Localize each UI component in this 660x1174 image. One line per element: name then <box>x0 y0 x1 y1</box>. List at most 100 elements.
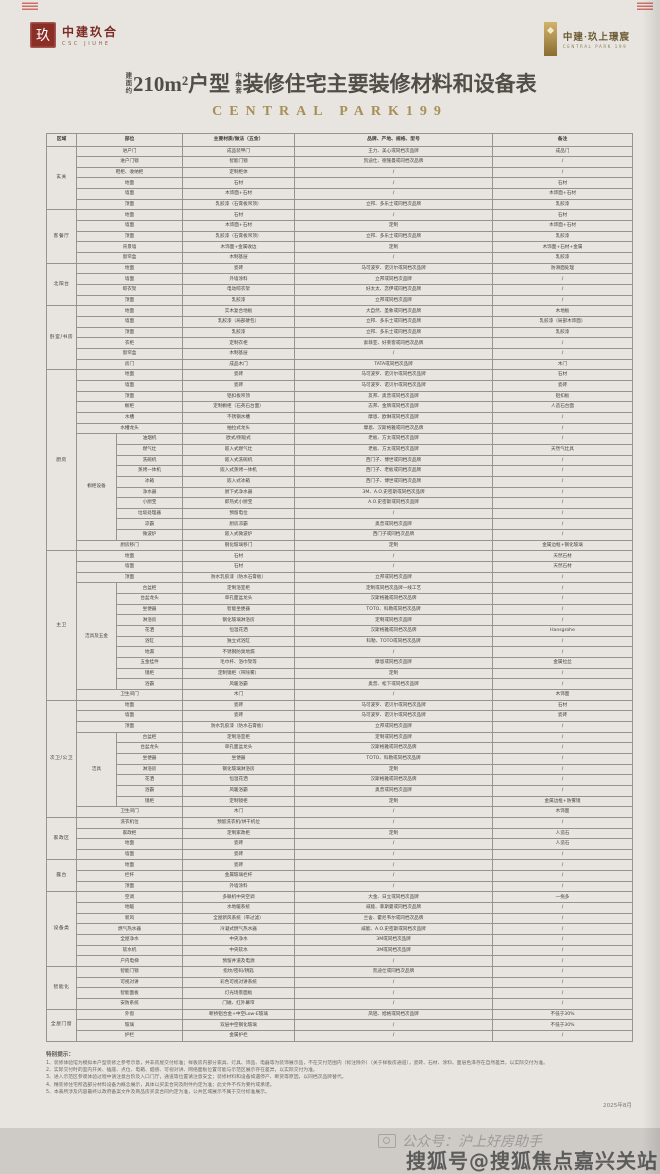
brand-cell: 立邦或同档次品牌 <box>294 294 494 307</box>
part-cell: 蒸烤一体机 <box>115 465 184 477</box>
note-cell: 木地板 <box>492 305 634 317</box>
spec-cell: 外墙涂料 <box>182 273 296 286</box>
note-cell: / <box>492 731 634 744</box>
note-cell: / <box>492 955 634 968</box>
table-row: 新风 全屋新风系统（带过滤） 兰舍、霍尼韦尔或同档次品牌 / <box>47 912 634 925</box>
header-logos: 玖 中建玖合 CSC JIUHE 中建·玖上璟宸 CENTRAL PARK 19… <box>0 0 660 56</box>
spec-cell: 定制镜柜 <box>182 795 296 808</box>
csc-jiuhe-seal-icon: 玖 <box>30 22 56 48</box>
part-cell: 顶面 <box>75 880 184 893</box>
spec-cell: 抽拉式龙头 <box>182 422 296 435</box>
spec-cell: 嵌入式冰箱 <box>182 475 296 488</box>
spec-cell: 乳胶漆（石膏板吊顶） <box>182 198 296 211</box>
brand-cell: 3M或同档次品牌 <box>294 944 494 957</box>
table-row: 智能面板 灯光场景面板 / / <box>47 987 634 999</box>
part-cell: 智能门锁 <box>75 966 184 978</box>
note-cell: / <box>492 603 634 616</box>
table-row: 地面 石材 / 石材 <box>47 177 634 190</box>
spec-cell: 毛巾杆、浴巾架等 <box>182 657 296 669</box>
note-cell: / <box>492 1030 634 1042</box>
column-header: 主要材质/做法（五金） <box>182 133 296 147</box>
brand-cell: 友邦、奥普或同档次品牌 <box>294 390 494 403</box>
table-row: 洁具 台盆柜 定制浴室柜 定制或同档次品牌 / <box>47 731 634 808</box>
table-row: 镜柜 定制镜柜（带除雾） 定制 / <box>47 667 634 680</box>
brand-cell: / <box>294 689 494 701</box>
spec-cell: 定制浴室柜 <box>182 582 296 595</box>
brand-cell: TOTO、科勒或同档次品牌 <box>294 752 494 765</box>
title-main-2: 装修住宅主要装修材料和设备表 <box>242 72 537 96</box>
spec-cell: 预留洗衣机/烘干机位 <box>182 816 296 829</box>
table-row: 坐便器 智能坐便器 TOTO、科勒或同档次品牌 / <box>47 603 634 616</box>
spec-cell: 中央净水 <box>182 934 296 946</box>
column-header: 备注 <box>492 133 634 147</box>
part-cell: 浴缸 <box>115 635 184 648</box>
zone-cell: 玄关 <box>46 145 77 211</box>
brand-cell: 摩恩、欧琳或同档次品牌 <box>294 411 494 424</box>
spec-cell: 即热式小厨宝 <box>182 497 296 509</box>
zone-cell: 智能化 <box>46 966 77 1010</box>
brand-cell: 凤铝、旭格或同档次品牌 <box>294 1008 494 1021</box>
brand-cell: 定制 <box>294 667 494 680</box>
note-cell: / <box>492 859 634 872</box>
note-cell: / <box>492 497 634 509</box>
part-cell: 洗碗机 <box>115 454 184 467</box>
brand-cell: 摩恩或同档次品牌 <box>294 657 494 669</box>
spec-cell: 全屋新风系统（带过滤） <box>182 912 296 925</box>
table-row: 淋浴房 钢化玻璃淋浴房 定制或同档次品牌 / <box>47 614 634 627</box>
part-cell: 洗衣机位 <box>75 816 184 829</box>
brand-cell: TATA或同档次品牌 <box>294 358 494 371</box>
note-cell: / <box>492 763 634 776</box>
zone-cell: 主卫 <box>46 550 77 701</box>
part-cell: 镜柜 <box>115 795 184 808</box>
note-cell: 乳胶漆 <box>492 252 634 264</box>
note-cell: 木饰面 <box>492 806 634 818</box>
brand-cell: 3M或同档次品牌 <box>294 934 494 946</box>
brand-cell: / <box>294 188 494 200</box>
group-cell: 洁具及五金 <box>76 582 117 690</box>
table-row: 窗帘盒 木制基层 / / <box>47 348 634 360</box>
wechat-watermark-text: 公众号：沪上好房助手 <box>402 1135 542 1150</box>
brand-cell: A.O.史密斯或同档次品牌 <box>294 497 494 509</box>
brand-cell: 奥普或同档次品牌 <box>294 518 494 531</box>
spec-cell: 嵌入式蒸烤一体机 <box>182 465 296 477</box>
spec-cell: 门磁、红外幕帘 <box>182 998 296 1010</box>
table-row: 台盆龙头 单孔面盆龙头 汉斯格雅或同档次品牌 / <box>47 742 634 754</box>
brand-cell: 兰舍、霍尼韦尔或同档次品牌 <box>294 912 494 925</box>
note-cell: 不低于30% <box>492 1019 634 1031</box>
brand-cell: 老板、方太或同档次品牌 <box>294 433 494 445</box>
note-cell: / <box>492 465 634 477</box>
table-row: 全屋门窗 外窗 断桥铝合金+中空Low-E玻璃 凤铝、旭格或同档次品牌 不低于30% <box>46 1008 634 1042</box>
note-cell: 乳胶漆（局部木饰面） <box>492 316 634 328</box>
note-cell: 石材 <box>492 177 634 190</box>
part-cell: 坐便器 <box>115 603 184 616</box>
spec-cell: 水地暖系统 <box>182 902 296 914</box>
spec-cell: 定制家政柜 <box>182 827 296 840</box>
part-cell: 全屋净水 <box>75 934 184 946</box>
note-cell: 人造石 <box>492 838 634 850</box>
brand-cell: 凯迪仕或同档次品牌 <box>294 966 494 978</box>
part-cell: 顶面 <box>75 198 184 211</box>
part-cell: 进户门锁 <box>75 156 184 168</box>
note-cell: / <box>492 976 634 989</box>
note-cell: / <box>492 593 634 605</box>
spec-cell: 防水乳胶漆（防水石膏板） <box>182 720 296 733</box>
table-row: 墙面 乳胶漆（局部硬包） 立邦、多乐士或同档次品牌 乳胶漆（局部木饰面） <box>47 316 634 328</box>
group-cell: 橱柜设备 <box>76 433 117 541</box>
note-cell: / <box>492 742 634 754</box>
spec-cell: 瓷砖 <box>182 379 296 392</box>
brand-cell: 立邦、多乐士或同档次品牌 <box>294 316 494 328</box>
part-cell: 栏杆 <box>75 870 184 882</box>
brand-cell: / <box>294 646 494 658</box>
part-cell: 外窗 <box>75 1008 184 1021</box>
spec-cell: 金属玻璃栏杆 <box>182 870 296 882</box>
part-cell: 顶面 <box>75 230 184 243</box>
table-row: 墙面 瓷砖 马可波罗、诺贝尔或同档次品牌 瓷砖 <box>47 710 634 722</box>
table-row: 花洒 恒温花洒 汉斯格雅或同档次品牌 Hansgrohe <box>47 625 634 637</box>
spec-cell: 单孔面盆龙头 <box>182 593 296 605</box>
table-row: 户内电梯 预留井道及电源 / / <box>47 955 634 968</box>
table-row: 玻璃 双层中空钢化玻璃 / 不低于30% <box>47 1019 634 1031</box>
spec-cell: 乳胶漆（局部硬包） <box>182 316 296 328</box>
spec-cell: 石材 <box>182 561 296 573</box>
note-cell: / <box>492 582 634 595</box>
note-cell: 成品门 <box>492 145 634 158</box>
